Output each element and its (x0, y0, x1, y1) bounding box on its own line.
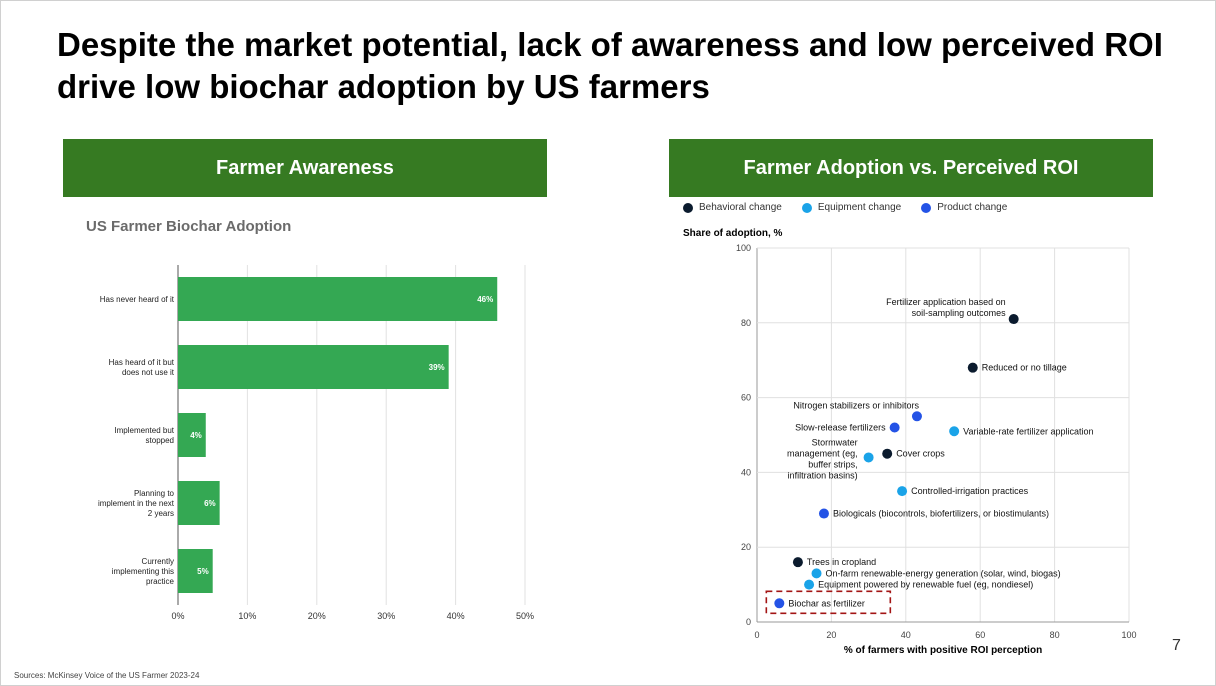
bar-category-label: Has heard of it but (109, 358, 175, 367)
slide-title: Despite the market potential, lack of aw… (57, 26, 1163, 105)
scatter-legend: Behavioral change Equipment change Produ… (683, 202, 1007, 213)
source-note: Sources: McKinsey Voice of the US Farmer… (14, 671, 200, 680)
legend-behavioral-label: Behavioral change (699, 202, 782, 213)
scatter-y-tick-label: 0 (746, 617, 751, 627)
legend-equipment-label: Equipment change (817, 202, 902, 213)
bar-value-label: 6% (204, 499, 216, 508)
page-number: 7 (1172, 637, 1181, 654)
scatter-x-tick-label: 80 (1050, 630, 1060, 640)
equipment-dot-icon (801, 202, 812, 213)
scatter-point-label: On-farm renewable-energy generation (sol… (826, 568, 1061, 578)
bar-value-label: 4% (190, 431, 202, 440)
scatter-y-tick-label: 20 (741, 542, 751, 552)
scatter-point (818, 508, 829, 519)
awareness-bar-chart: 0% 10% 20% 30% 40% 50% 46% Has never heard of i… (98, 265, 534, 620)
bar (178, 277, 498, 321)
legend-product-label: Product change (937, 202, 1008, 213)
bar-category-label: Has never heard of it (100, 295, 175, 304)
bar-category-label: Currently (142, 557, 174, 566)
scatter-point (882, 448, 893, 459)
scatter-y-tick-label: 100 (736, 243, 751, 253)
scatter-point-label: Reduced or no tillage (982, 363, 1067, 373)
scatter-y-tick-label: 80 (741, 318, 751, 328)
bar-x-tick-label: 40% (447, 611, 465, 620)
scatter-point-label: management (eg, (787, 448, 858, 458)
scatter-point-label: Slow-release fertilizers (795, 423, 886, 433)
biochar-highlight-box (765, 590, 892, 615)
scatter-point (949, 426, 960, 437)
scatter-point-label: Controlled-irrigation practices (911, 486, 1029, 496)
bar-category-label: implement in the next (98, 499, 175, 508)
scatter-point (889, 422, 900, 433)
product-dot-icon (921, 202, 932, 213)
bar-category-label: implementing this (112, 567, 174, 576)
scatter-point (792, 557, 803, 568)
scatter-point-label: infiltration basins) (788, 470, 858, 480)
scatter-point (804, 579, 815, 590)
scatter-point (967, 362, 978, 373)
bar-value-label: 39% (429, 363, 445, 372)
scatter-point-label: buffer strips, (808, 459, 857, 469)
bar-x-tick-label: 0% (171, 611, 184, 620)
bar-x-tick-label: 50% (516, 611, 534, 620)
scatter-point-label: Cover crops (896, 449, 945, 459)
scatter-point (774, 598, 785, 609)
scatter-point-label: Trees in cropland (807, 557, 876, 567)
bar (178, 345, 449, 389)
scatter-x-tick-label: 100 (1121, 630, 1136, 640)
scatter-point-label: Nitrogen stabilizers or inhibitors (793, 400, 919, 410)
bar (178, 481, 220, 525)
legend-product: Product change (921, 202, 1007, 213)
bar-category-label: Planning to (134, 489, 175, 498)
bar (178, 549, 213, 593)
scatter-point-label: Equipment powered by renewable fuel (eg,… (818, 580, 1033, 590)
scatter-point-label: Variable-rate fertilizer application (963, 426, 1093, 436)
bar-category-label: practice (146, 577, 175, 586)
legend-equipment: Equipment change (801, 202, 902, 213)
scatter-y-axis-title: Share of adoption, % (683, 228, 783, 239)
bar (178, 413, 206, 457)
scatter-x-tick-label: 60 (975, 630, 985, 640)
scatter-point (897, 486, 908, 497)
scatter-point (911, 411, 922, 422)
scatter-point (863, 452, 874, 463)
scatter-point-label: Stormwater (812, 437, 858, 447)
bar-value-label: 46% (477, 295, 493, 304)
bar-category-label: 2 years (148, 509, 174, 518)
scatter-x-tick-label: 20 (826, 630, 836, 640)
bar-x-tick-label: 20% (308, 611, 326, 620)
scatter-y-tick-label: 40 (741, 467, 751, 477)
bar-category-label: stopped (146, 436, 174, 445)
scatter-y-tick-label: 60 (741, 393, 751, 403)
adoption-scatter-chart: 0 20 40 60 80 100 0 20 40 60 80 100 Fertilizer appli… (736, 243, 1137, 640)
adoption-vs-roi-header: Farmer Adoption vs. Perceived ROI (669, 139, 1153, 197)
scatter-x-axis-title: % of farmers with positive ROI perceptio… (843, 645, 1043, 656)
scatter-point-label: Biochar as fertilizer (788, 598, 865, 608)
behavioral-dot-icon (683, 202, 693, 213)
scatter-point-label: Biologicals (biocontrols, biofertilizers… (833, 509, 1049, 519)
scatter-point-label: Fertilizer application based on (886, 297, 1006, 307)
scatter-point (811, 568, 822, 579)
bar-category-label: Implemented but (114, 426, 174, 435)
bar-chart-title: US Farmer Biochar Adoption (86, 218, 292, 235)
scatter-point (1008, 314, 1019, 325)
bar-x-tick-label: 10% (238, 611, 256, 620)
farmer-awareness-header: Farmer Awareness (63, 139, 547, 197)
legend-behavioral: Behavioral change (683, 202, 782, 213)
bar-x-tick-label: 30% (377, 611, 395, 620)
scatter-point-label: soil-sampling outcomes (912, 308, 1007, 318)
bar-value-label: 5% (197, 567, 209, 576)
scatter-x-tick-label: 40 (901, 630, 911, 640)
bar-category-label: does not use it (122, 368, 175, 377)
scatter-x-tick-label: 0 (754, 630, 759, 640)
